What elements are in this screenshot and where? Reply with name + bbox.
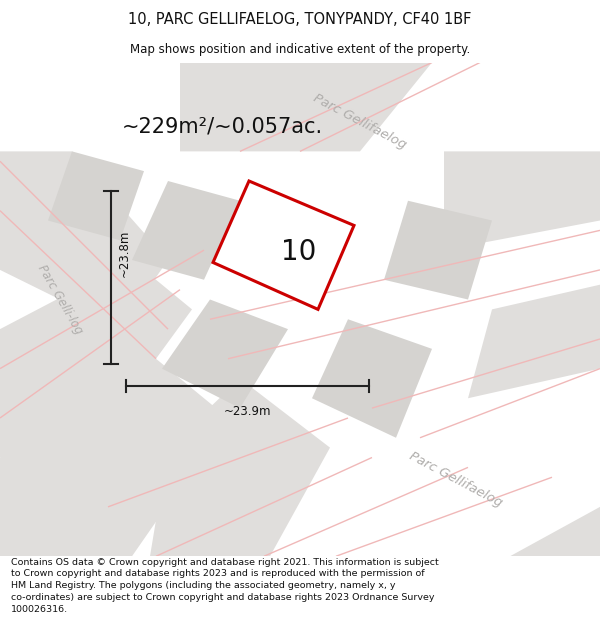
Polygon shape xyxy=(162,299,288,408)
Polygon shape xyxy=(213,181,354,309)
Polygon shape xyxy=(312,319,432,438)
Polygon shape xyxy=(468,285,600,398)
Polygon shape xyxy=(384,201,492,299)
Text: Parc Gellifaelog: Parc Gellifaelog xyxy=(311,92,409,152)
Text: Map shows position and indicative extent of the property.: Map shows position and indicative extent… xyxy=(130,42,470,56)
Polygon shape xyxy=(48,151,144,240)
Text: ~23.9m: ~23.9m xyxy=(224,404,271,418)
Text: 10: 10 xyxy=(281,238,316,266)
Polygon shape xyxy=(0,151,168,329)
Polygon shape xyxy=(372,507,600,556)
Polygon shape xyxy=(180,62,432,151)
Text: Contains OS data © Crown copyright and database right 2021. This information is : Contains OS data © Crown copyright and d… xyxy=(11,558,439,614)
Text: Parc Gellifaelog: Parc Gellifaelog xyxy=(407,450,505,510)
Polygon shape xyxy=(444,151,600,250)
Polygon shape xyxy=(150,379,330,556)
Polygon shape xyxy=(0,260,192,458)
Text: 10, PARC GELLIFAELOG, TONYPANDY, CF40 1BF: 10, PARC GELLIFAELOG, TONYPANDY, CF40 1B… xyxy=(128,12,472,28)
Polygon shape xyxy=(132,181,240,280)
Text: Parc Gelli­log: Parc Gelli­log xyxy=(35,262,85,336)
Text: ~229m²/~0.057ac.: ~229m²/~0.057ac. xyxy=(121,117,323,137)
Text: ~23.8m: ~23.8m xyxy=(118,230,131,278)
Polygon shape xyxy=(0,359,228,556)
